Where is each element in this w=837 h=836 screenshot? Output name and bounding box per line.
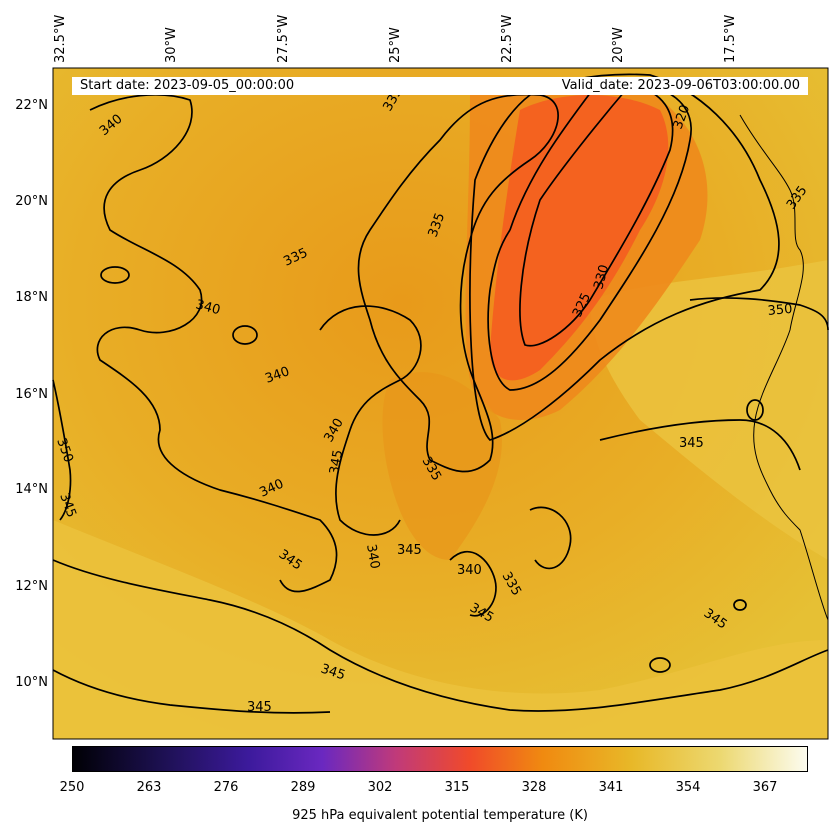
contour-340-west xyxy=(89,93,338,593)
contour-closed xyxy=(232,325,258,345)
contour-335 xyxy=(357,93,559,473)
contour-label: 345 xyxy=(247,700,272,715)
colorbar-tick: 289 xyxy=(290,780,316,795)
lat-label: 16°N xyxy=(15,387,48,402)
theta-e-field xyxy=(53,68,828,739)
contour-label: 345 xyxy=(327,449,346,476)
field-warmest-core xyxy=(490,95,669,381)
valid-date-label: Valid_date: 2023-09-06T03:00:00.00 xyxy=(561,78,800,93)
contour-label: 345 xyxy=(319,662,347,684)
map-frame xyxy=(52,67,829,740)
colorbar-tick: 302 xyxy=(367,780,393,795)
colorbar-tick: 276 xyxy=(213,780,239,795)
coastline xyxy=(739,114,829,621)
lon-label: 20°W xyxy=(611,27,626,63)
contour-label: 340 xyxy=(194,297,222,318)
colorbar-gradient xyxy=(72,746,808,772)
lat-label: 14°N xyxy=(15,482,48,497)
contour-closed xyxy=(733,599,747,611)
colorbar-tick: 354 xyxy=(675,780,701,795)
colorbar-title: 925 hPa equivalent potential temperature… xyxy=(292,808,588,823)
contour-closed xyxy=(649,657,671,673)
field-pale-south xyxy=(53,520,828,739)
contour-340-central xyxy=(319,305,422,536)
info-box xyxy=(72,77,808,95)
colorbar-tick: 250 xyxy=(59,780,85,795)
contour-320 xyxy=(519,84,674,347)
lat-label: 18°N xyxy=(15,290,48,305)
lat-label: 12°N xyxy=(15,579,48,594)
colorbar-tick: 263 xyxy=(136,780,162,795)
lon-label: 25°W xyxy=(388,27,403,63)
lat-label: 22°N xyxy=(15,98,48,113)
lon-label: 30°W xyxy=(164,27,179,63)
lon-label: 17.5°W xyxy=(723,14,738,63)
contour-label: 340 xyxy=(457,563,482,578)
colorbar-tick: 328 xyxy=(521,780,547,795)
contour-label: 330 xyxy=(591,263,612,291)
contour-closed xyxy=(746,399,764,421)
contour-345-sw xyxy=(52,669,331,714)
contour-345-east xyxy=(599,419,801,471)
contour-350-east xyxy=(689,297,829,331)
contour-fragment xyxy=(449,551,497,617)
lon-label: 22.5°W xyxy=(500,14,515,63)
lat-label: 20°N xyxy=(15,194,48,209)
lon-label: 27.5°W xyxy=(276,14,291,63)
contour-label: 340 xyxy=(363,543,382,570)
contour-fragment xyxy=(529,506,572,570)
contour-350-west xyxy=(52,379,72,521)
field-pale-east xyxy=(590,260,828,560)
contour-345-south xyxy=(52,559,829,712)
colorbar xyxy=(72,746,808,772)
contour-label: 345 xyxy=(397,543,422,558)
lon-label: 32.5°W xyxy=(53,14,68,63)
lat-label: 10°N xyxy=(15,675,48,690)
contour-closed xyxy=(100,266,130,284)
contour-label: 350 xyxy=(767,302,793,319)
colorbar-tick: 315 xyxy=(444,780,470,795)
start-date-label: Start date: 2023-09-05_00:00:00 xyxy=(80,78,295,93)
contour-label: 345 xyxy=(679,436,704,451)
colorbar-tick: 341 xyxy=(598,780,624,795)
colorbar-tick: 367 xyxy=(752,780,778,795)
